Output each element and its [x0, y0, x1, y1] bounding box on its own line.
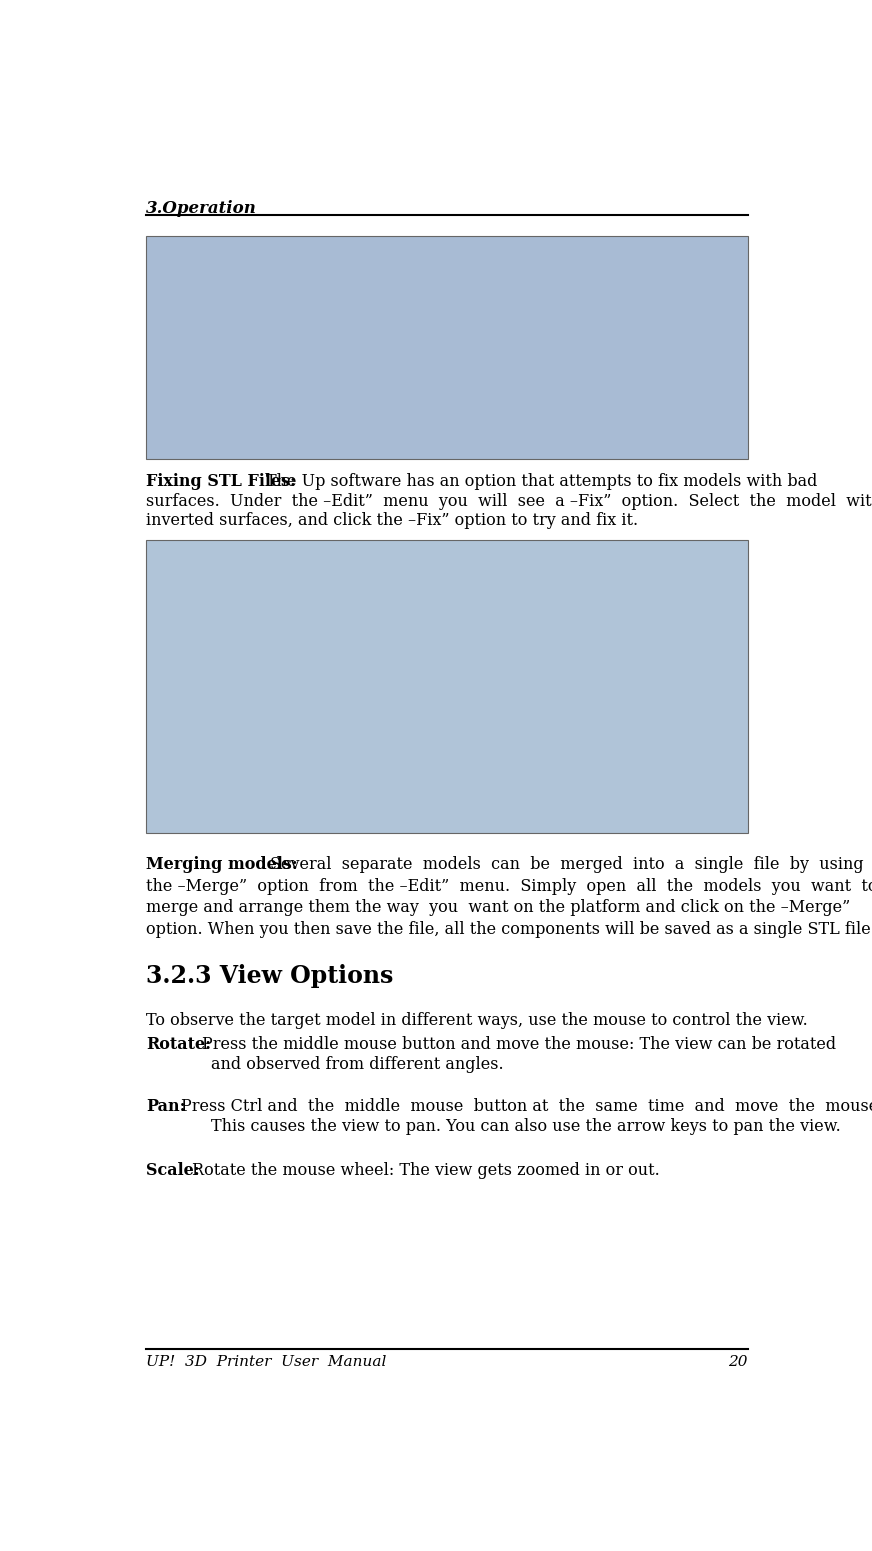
Text: The Up software has an option that attempts to fix models with bad: The Up software has an option that attem… [267, 473, 818, 490]
Text: Merging models:: Merging models: [146, 856, 298, 873]
Text: This causes the view to pan. You can also use the arrow keys to pan the view.: This causes the view to pan. You can als… [211, 1118, 841, 1135]
Text: Scale:: Scale: [146, 1163, 200, 1179]
Text: 3.Operation: 3.Operation [146, 200, 257, 217]
Text: Rotate the mouse wheel: The view gets zoomed in or out.: Rotate the mouse wheel: The view gets zo… [192, 1163, 660, 1179]
FancyBboxPatch shape [146, 540, 747, 833]
Text: surfaces.  Under  the –Edit”  menu  you  will  see  a –Fix”  option.  Select  th: surfaces. Under the –Edit” menu you will… [146, 493, 872, 510]
Text: To observe the target model in different ways, use the mouse to control the view: To observe the target model in different… [146, 1011, 808, 1028]
Text: Pan:: Pan: [146, 1098, 186, 1115]
Text: merge and arrange them the way  you  want on the platform and click on the –Merg: merge and arrange them the way you want … [146, 900, 850, 917]
Text: option. When you then save the file, all the components will be saved as a singl: option. When you then save the file, all… [146, 921, 872, 938]
Text: 20: 20 [728, 1356, 747, 1370]
Text: and observed from different angles.: and observed from different angles. [211, 1056, 504, 1073]
Text: inverted surfaces, and click the –Fix” option to try and fix it.: inverted surfaces, and click the –Fix” o… [146, 512, 638, 529]
Text: Fixing STL Files:: Fixing STL Files: [146, 473, 296, 490]
Text: Press Ctrl and  the  middle  mouse  button at  the  same  time  and  move  the  : Press Ctrl and the middle mouse button a… [181, 1098, 872, 1115]
Text: 3.2.3 View Options: 3.2.3 View Options [146, 963, 393, 988]
FancyBboxPatch shape [146, 236, 747, 459]
Text: Rotate:: Rotate: [146, 1036, 211, 1053]
Text: Press the middle mouse button and move the mouse: The view can be rotated: Press the middle mouse button and move t… [201, 1036, 835, 1053]
Text: UP!  3D  Printer  User  Manual: UP! 3D Printer User Manual [146, 1356, 386, 1370]
Text: Several  separate  models  can  be  merged  into  a  single  file  by  using: Several separate models can be merged in… [269, 856, 863, 873]
Text: the –Merge”  option  from  the –Edit”  menu.  Simply  open  all  the  models  yo: the –Merge” option from the –Edit” menu.… [146, 878, 872, 895]
